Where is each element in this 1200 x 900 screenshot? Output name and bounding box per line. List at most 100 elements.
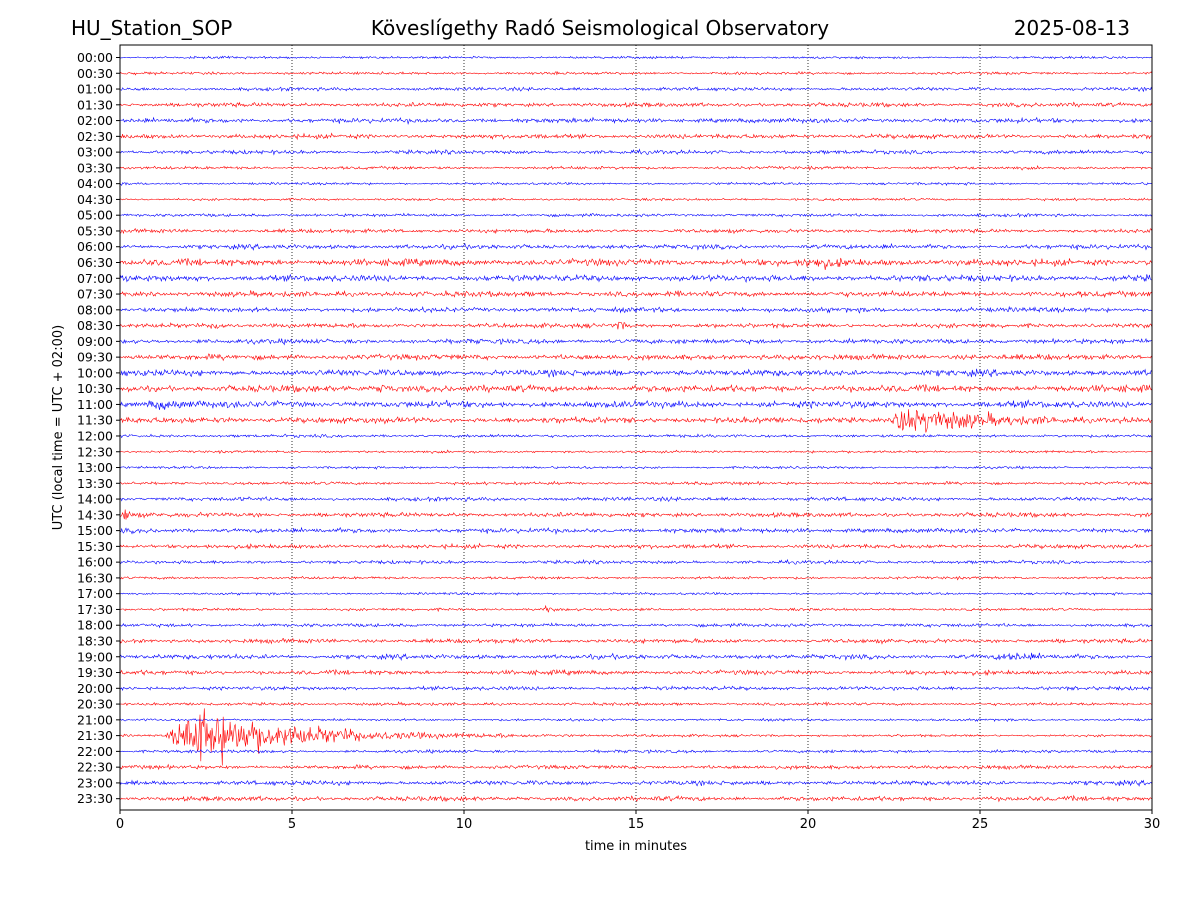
y-tick-label: 02:00 <box>77 113 113 128</box>
trace-line <box>120 763 1152 771</box>
y-tick-label: 21:00 <box>77 712 113 727</box>
y-tick-label: 03:00 <box>77 145 113 160</box>
y-tick-label: 06:00 <box>77 239 113 254</box>
trace-line <box>120 257 1152 270</box>
y-tick-label: 17:30 <box>77 602 113 617</box>
y-tick-label: 13:30 <box>77 476 113 491</box>
trace-line <box>120 637 1152 645</box>
trace-line <box>120 212 1152 218</box>
y-tick-label: 00:30 <box>77 66 113 81</box>
x-tick-label: 25 <box>972 817 989 832</box>
traces <box>120 55 1152 803</box>
y-tick-label: 15:30 <box>77 539 113 554</box>
trace-line <box>120 701 1152 707</box>
y-tick-label: 12:00 <box>77 428 113 443</box>
trace-line <box>120 273 1152 283</box>
trace-line <box>120 116 1152 125</box>
trace-line <box>120 622 1152 629</box>
trace-line <box>120 496 1152 503</box>
trace-line <box>120 197 1152 202</box>
y-tick-labels: 00:0000:3001:0001:3002:0002:3003:0003:30… <box>77 50 120 806</box>
y-tick-label: 18:30 <box>77 633 113 648</box>
trace-line <box>120 242 1152 251</box>
y-tick-label: 18:00 <box>77 618 113 633</box>
y-tick-label: 11:30 <box>77 413 113 428</box>
x-tick-label: 0 <box>116 817 124 832</box>
trace-line <box>120 321 1152 330</box>
trace-line <box>120 383 1152 394</box>
y-tick-label: 20:30 <box>77 697 113 712</box>
x-tick-label: 30 <box>1144 817 1161 832</box>
x-tick-labels: 0 5 10 15 20 25 30 <box>116 810 1160 832</box>
trace-line <box>120 779 1152 787</box>
trace-line <box>120 305 1152 314</box>
y-tick-label: 05:00 <box>77 208 113 223</box>
y-tick-label: 14:00 <box>77 492 113 507</box>
y-tick-label: 04:00 <box>77 176 113 191</box>
trace-line <box>120 575 1152 581</box>
y-tick-label: 17:00 <box>77 586 113 601</box>
trace-line <box>120 465 1152 470</box>
y-tick-label: 10:30 <box>77 381 113 396</box>
y-tick-label: 00:00 <box>77 50 113 65</box>
chart-title: Köveslígethy Radó Seismological Observat… <box>370 16 830 40</box>
trace-line <box>120 181 1152 187</box>
y-tick-label: 23:30 <box>77 791 113 806</box>
y-tick-label: 07:00 <box>77 271 113 286</box>
trace-line <box>120 480 1152 486</box>
y-tick-label: 19:30 <box>77 665 113 680</box>
trace-line <box>120 509 1152 520</box>
y-tick-label: 08:30 <box>77 318 113 333</box>
grid-lines <box>291 45 981 810</box>
y-tick-label: 11:00 <box>77 397 113 412</box>
y-tick-label: 13:00 <box>77 460 113 475</box>
trace-line <box>120 748 1152 755</box>
trace-line <box>120 353 1152 362</box>
y-tick-label: 06:30 <box>77 255 113 270</box>
y-tick-label: 02:30 <box>77 129 113 144</box>
trace-line <box>120 794 1152 803</box>
x-axis-label: time in minutes <box>585 839 687 854</box>
trace-line <box>120 449 1152 455</box>
y-tick-label: 16:00 <box>77 555 113 570</box>
y-tick-label: 08:00 <box>77 302 113 317</box>
y-tick-label: 15:00 <box>77 523 113 538</box>
y-tick-label: 04:30 <box>77 192 113 207</box>
y-tick-label: 20:00 <box>77 681 113 696</box>
trace-line <box>120 604 1152 613</box>
trace-line <box>120 101 1152 109</box>
trace-line <box>120 227 1152 235</box>
trace-line <box>120 591 1152 596</box>
y-tick-label: 07:30 <box>77 287 113 302</box>
y-tick-label: 01:30 <box>77 97 113 112</box>
trace-line <box>120 337 1152 346</box>
trace-line <box>120 86 1152 93</box>
y-tick-label: 01:00 <box>77 82 113 97</box>
station-name: HU_Station_SOP <box>71 16 233 40</box>
trace-line <box>120 542 1152 550</box>
trace-line <box>120 652 1152 662</box>
trace-line <box>120 685 1152 692</box>
plot-frame <box>119 44 1153 811</box>
y-tick-label: 09:30 <box>77 350 113 365</box>
trace-line <box>120 55 1152 60</box>
trace-line <box>120 558 1152 566</box>
y-tick-label: 05:30 <box>77 223 113 238</box>
y-tick-label: 19:00 <box>77 649 113 664</box>
x-tick-label: 10 <box>456 817 473 832</box>
y-tick-label: 12:30 <box>77 444 113 459</box>
trace-line <box>120 409 1152 433</box>
trace-line <box>120 526 1152 535</box>
trace-line <box>120 399 1152 410</box>
trace-line <box>120 717 1152 722</box>
x-tick-label: 15 <box>628 817 645 832</box>
y-tick-label: 22:00 <box>77 744 113 759</box>
x-tick-label: 5 <box>288 817 296 832</box>
trace-line <box>120 708 1152 766</box>
trace-line <box>120 165 1152 171</box>
trace-line <box>120 289 1152 299</box>
y-tick-label: 16:30 <box>77 570 113 585</box>
trace-line <box>120 433 1152 439</box>
trace-line <box>120 148 1152 156</box>
